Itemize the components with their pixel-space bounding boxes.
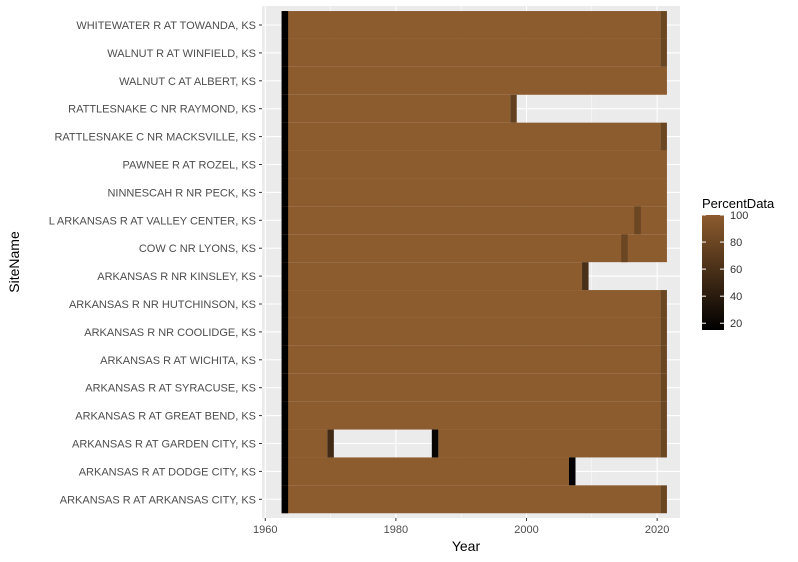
heatmap-cells (281, 11, 667, 514)
heatmap-cell (634, 206, 641, 235)
x-tick-label: 2000 (514, 524, 538, 536)
y-tick-label: ARKANSAS R AT SYRACUSE, KS (85, 383, 256, 395)
heatmap-cell (660, 38, 667, 67)
heatmap-segment (281, 178, 667, 207)
heatmap-segment (281, 401, 661, 430)
heatmap-segment (281, 11, 661, 39)
x-axis-title: Year (452, 538, 481, 554)
heatmap-cell (327, 429, 334, 458)
heatmap-cell (660, 401, 667, 430)
y-tick-label: ARKANSAS R AT ARKANSAS CITY, KS (60, 494, 256, 506)
heatmap-segment (281, 66, 667, 95)
legend-tick-label: 40 (730, 291, 742, 303)
heatmap-cell (281, 262, 289, 291)
heatmap-cell (281, 38, 289, 67)
y-tick-label: ARKANSAS R AT GARDEN CITY, KS (72, 439, 256, 451)
y-axis: WHITEWATER R AT TOWANDA, KS WALNUT R AT W… (49, 20, 262, 506)
heatmap-segment (281, 345, 661, 374)
heatmap-cell (281, 457, 289, 486)
heatmap-cell (281, 122, 289, 151)
heatmap-segment (281, 262, 583, 291)
heatmap-segment (281, 94, 511, 123)
heatmap-cell (431, 429, 439, 458)
heatmap-cell (281, 11, 289, 39)
x-tick-label: 1960 (253, 524, 277, 536)
legend-tick-label: 20 (730, 318, 742, 330)
heatmap-cell (660, 290, 667, 318)
x-axis: 1960 1980 2000 2020 (253, 518, 669, 536)
heatmap-segment (281, 373, 661, 402)
heatmap-cell (568, 457, 576, 486)
legend-tick-label: 60 (730, 264, 742, 276)
y-tick-label: L ARKANSAS R AT VALLEY CENTER, KS (49, 215, 256, 227)
y-tick-label: ARKANSAS R AT DODGE CITY, KS (79, 466, 256, 478)
legend-tick-label: 100 (730, 210, 748, 222)
legend-tick-label: 80 (730, 237, 742, 249)
heatmap-segment (281, 429, 328, 458)
heatmap-cell (281, 345, 289, 374)
heatmap-cell (281, 178, 289, 207)
legend: PercentData 100 80 60 40 20 (702, 196, 775, 330)
x-tick-label: 2020 (645, 524, 669, 536)
y-tick-label: WALNUT R AT WINFIELD, KS (107, 48, 256, 60)
y-tick-label: RATTLESNAKE C NR RAYMOND, KS (68, 104, 256, 116)
heatmap-cell (660, 345, 667, 374)
heatmap-segment (281, 122, 661, 151)
heatmap-cell (281, 485, 289, 514)
y-tick-label: PAWNEE R AT ROZEL, KS (123, 160, 256, 172)
heatmap-segment (281, 317, 661, 346)
y-tick-label: ARKANSAS R NR KINSLEY, KS (97, 271, 256, 283)
heatmap-segment (281, 457, 569, 486)
y-tick-label: ARKANSAS R AT WICHITA, KS (100, 355, 256, 367)
heatmap-cell (660, 485, 667, 514)
heatmap-cell (281, 94, 289, 123)
heatmap-cell (281, 66, 289, 95)
heatmap-segment (281, 38, 661, 67)
y-tick-label: WHITEWATER R AT TOWANDA, KS (76, 20, 256, 32)
legend-colorbar (702, 215, 724, 330)
y-tick-label: ARKANSAS R NR HUTCHINSON, KS (69, 299, 256, 311)
heatmap-cell (281, 150, 289, 179)
heatmap-cell (660, 11, 667, 39)
y-tick-label: COW C NR LYONS, KS (139, 243, 256, 255)
heatmap-cell (660, 122, 667, 151)
y-tick-label: RATTLESNAKE C NR MACKSVILLE, KS (54, 132, 256, 144)
heatmap-cell (510, 94, 517, 123)
heatmap-cell (281, 401, 289, 430)
heatmap-segment (281, 485, 661, 514)
heatmap-cell (281, 290, 289, 318)
heatmap-segment (281, 234, 667, 263)
y-tick-label: ARKANSAS R NR COOLIDGE, KS (84, 327, 256, 339)
heatmap-cell (281, 317, 289, 346)
y-axis-title: SiteName (6, 231, 22, 293)
heatmap-segment (438, 429, 661, 458)
heatmap-cell (660, 317, 667, 346)
heatmap-cell (621, 234, 628, 263)
heatmap-segment (281, 150, 667, 179)
heatmap-cell (281, 234, 289, 263)
heatmap-cell (660, 429, 667, 458)
heatmap-cell (582, 262, 589, 291)
heatmap-cell (281, 429, 289, 458)
heatmap-cell (660, 373, 667, 402)
y-tick-label: ARKANSAS R AT GREAT BEND, KS (75, 411, 256, 423)
heatmap-cell (281, 206, 289, 235)
legend-title: PercentData (702, 196, 775, 211)
heatmap-segment (281, 206, 667, 235)
x-tick-label: 1980 (384, 524, 408, 536)
y-tick-label: WALNUT C AT ALBERT, KS (119, 76, 256, 88)
heatmap-cell (281, 373, 289, 402)
y-tick-label: NINNESCAH R NR PECK, KS (107, 187, 256, 199)
heatmap-segment (281, 290, 661, 318)
